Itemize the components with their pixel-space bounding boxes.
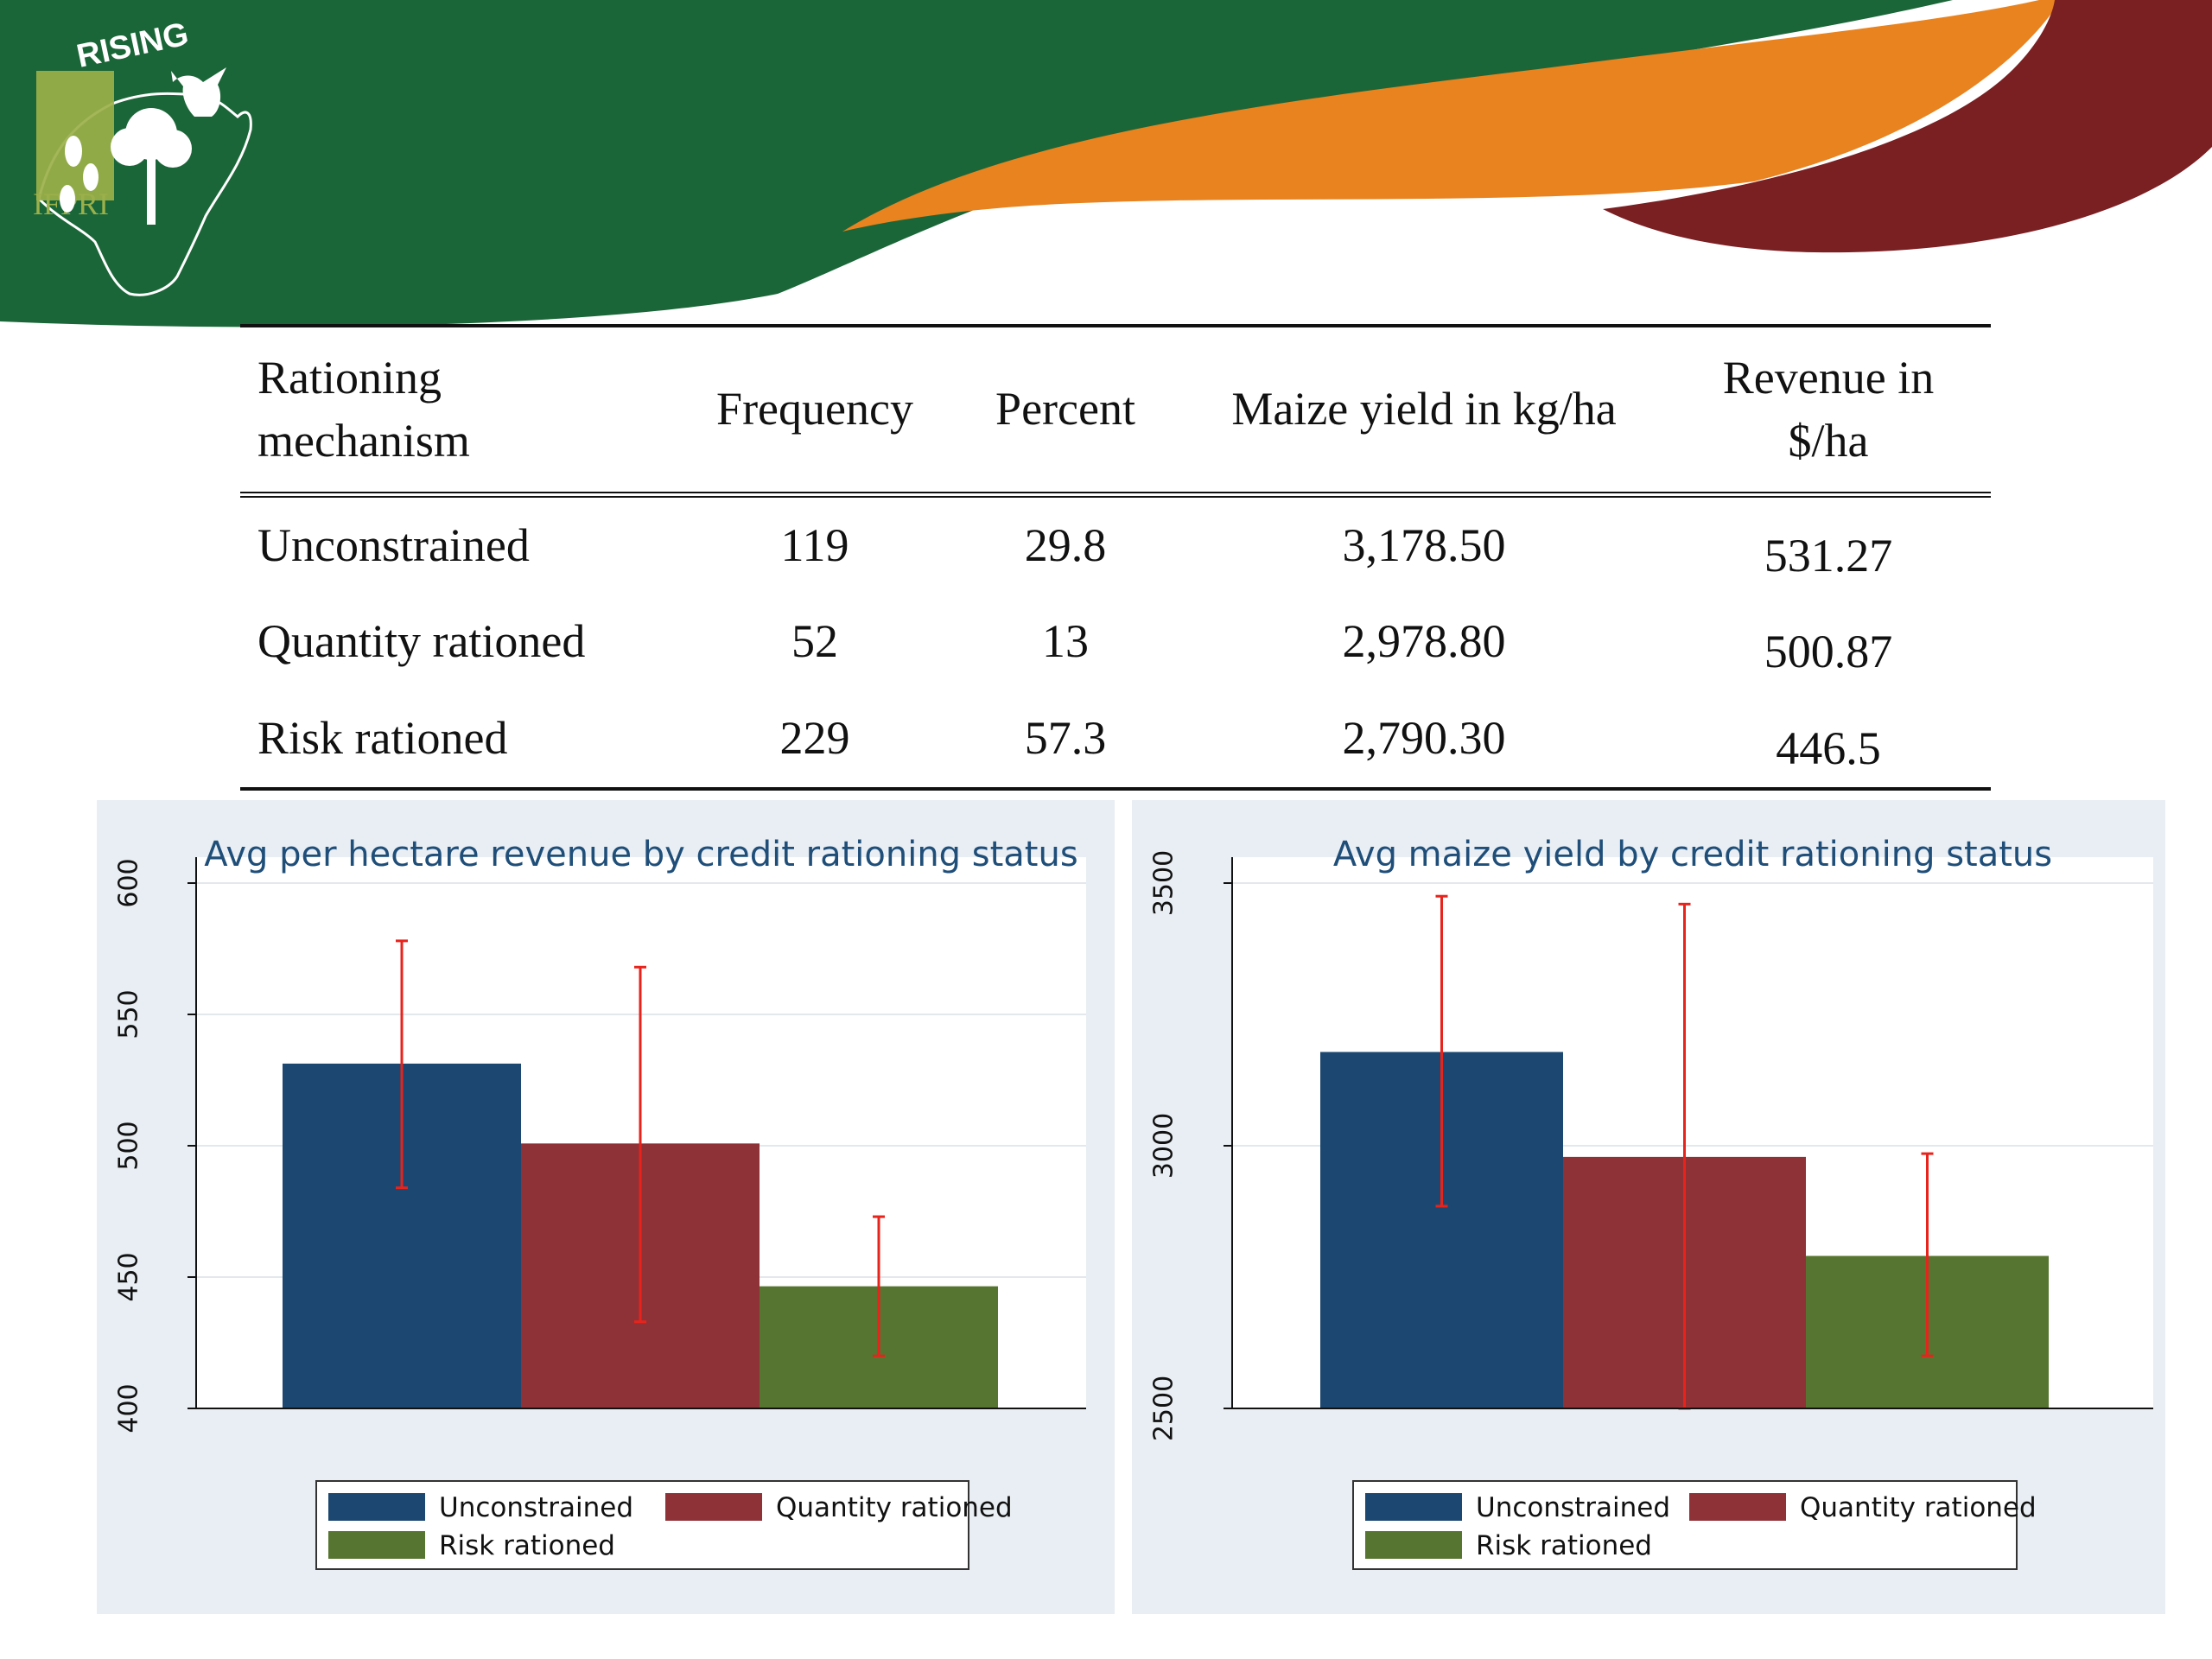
table-row: Unconstrained 119 29.8 3,178.50 531.27 <box>240 494 1991 594</box>
plant-icon <box>60 136 99 213</box>
legend-label: Quantity rationed <box>1800 1492 2037 1523</box>
cell-percent: 13 <box>1042 615 1089 668</box>
cell-revenue: 446.5 <box>1776 722 1881 775</box>
legend-swatch <box>665 1493 762 1521</box>
table-row: Risk rationed 229 57.3 2,790.30 446.5 <box>240 690 1991 789</box>
legend-swatch <box>1365 1493 1462 1521</box>
cell-mechanism: Quantity rationed <box>257 615 586 668</box>
chart-legend: Unconstrained Quantity rationed Risk ratio… <box>315 1480 1013 1570</box>
cell-mechanism: Risk rationed <box>257 712 508 765</box>
y-tick-label: 600 <box>114 858 144 907</box>
y-tick-label: 450 <box>114 1252 144 1301</box>
legend-swatch <box>1365 1531 1462 1559</box>
banner-maroon-swoosh <box>1603 0 2212 253</box>
chart-title: Avg per hectare revenue by credit ration… <box>204 835 1077 874</box>
legend-box <box>1352 1480 2018 1570</box>
header-frequency: Frequency <box>716 383 913 435</box>
yield-chart-panel: Avg maize yield by credit rationing stat… <box>1132 800 2165 1614</box>
header-mechanism-line1: Rationing <box>257 352 442 404</box>
y-tick-label: 3000 <box>1149 1113 1179 1179</box>
chart-legend: Unconstrained Quantity rationed Risk ratio… <box>1352 1480 2037 1570</box>
cell-yield: 3,178.50 <box>1342 518 1506 571</box>
legend-label: Risk rationed <box>439 1530 615 1561</box>
cell-yield: 2,790.30 <box>1342 712 1506 765</box>
header-revenue: Revenue in $/ha <box>1722 352 1935 467</box>
revenue-chart: Avg per hectare revenue by credit ration… <box>114 835 1086 1570</box>
y-tick-label: 500 <box>114 1121 144 1170</box>
legend-label: Unconstrained <box>1476 1492 1670 1523</box>
cell-yield: 2,978.80 <box>1342 615 1506 668</box>
header-banner: IFPRI RISING <box>0 0 2212 327</box>
cell-revenue: 531.27 <box>1764 529 1893 582</box>
header-mechanism: Rationing mechanism <box>240 326 681 494</box>
legend-label: Quantity rationed <box>776 1492 1013 1523</box>
header-yield: Maize yield in kg/ha <box>1231 383 1617 435</box>
chart-title: Avg maize yield by credit rationing stat… <box>1333 835 2052 874</box>
cell-percent: 57.3 <box>1024 712 1107 765</box>
yield-chart: Avg maize yield by credit rationing stat… <box>1149 835 2153 1570</box>
header-percent: Percent <box>995 383 1135 435</box>
cattle-icon <box>171 67 226 117</box>
y-tick-label: 2500 <box>1149 1376 1179 1441</box>
table-header-row: Rationing mechanism Frequency Percent Ma… <box>240 326 1991 495</box>
y-tick-label: 550 <box>114 989 144 1039</box>
y-tick-label: 400 <box>114 1383 144 1433</box>
y-tick-label: 3500 <box>1149 850 1179 916</box>
cell-percent: 29.8 <box>1024 518 1107 571</box>
rationing-table: Rationing mechanism Frequency Percent Ma… <box>240 324 1991 791</box>
legend-swatch <box>328 1493 425 1521</box>
cell-frequency: 119 <box>780 518 849 571</box>
cell-frequency: 52 <box>791 615 838 668</box>
cell-mechanism: Unconstrained <box>257 518 530 571</box>
logo-green-square <box>36 71 114 200</box>
africa-outline <box>37 92 252 296</box>
revenue-chart-panel: Avg per hectare revenue by credit ration… <box>97 800 1115 1614</box>
cell-revenue: 500.87 <box>1764 626 1893 678</box>
legend-label: Risk rationed <box>1476 1530 1652 1561</box>
banner-orange-swoosh <box>842 0 2061 232</box>
legend-swatch <box>328 1531 425 1559</box>
header-mechanism-line2: mechanism <box>257 414 470 467</box>
cell-frequency: 229 <box>779 712 850 765</box>
table-row: Quantity rationed 52 13 2,978.80 500.87 <box>240 594 1991 690</box>
legend-label: Unconstrained <box>439 1492 633 1523</box>
tree-icon <box>111 108 192 225</box>
legend-swatch <box>1689 1493 1786 1521</box>
